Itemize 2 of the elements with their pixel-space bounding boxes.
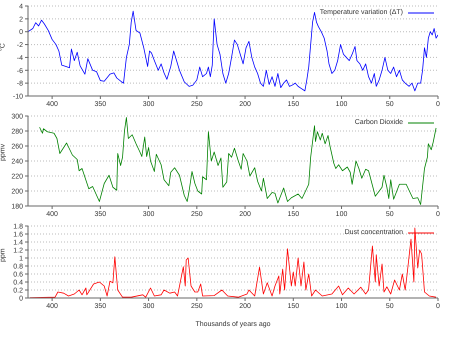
line-series: [28, 10, 438, 92]
line-series: [39, 117, 436, 205]
